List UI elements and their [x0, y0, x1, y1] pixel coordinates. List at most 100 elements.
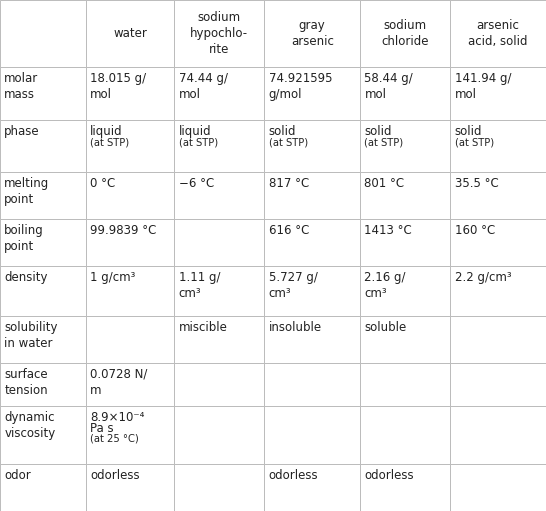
Text: boiling
point: boiling point: [4, 224, 44, 253]
Bar: [0, 464, 86, 511]
Bar: [450, 172, 546, 219]
Text: (at 25 °C): (at 25 °C): [90, 434, 139, 444]
Bar: [264, 120, 360, 172]
Text: 801 °C: 801 °C: [365, 177, 405, 190]
Bar: [360, 219, 450, 266]
Bar: [174, 464, 264, 511]
Bar: [450, 464, 546, 511]
Text: Pa s: Pa s: [90, 423, 114, 435]
Text: insoluble: insoluble: [269, 321, 322, 334]
Bar: [174, 406, 264, 464]
Bar: [86, 172, 174, 219]
Text: melting
point: melting point: [4, 177, 50, 206]
Text: solid: solid: [454, 125, 482, 138]
Text: water: water: [113, 27, 147, 40]
Bar: [264, 266, 360, 316]
Bar: [0, 266, 86, 316]
Bar: [86, 219, 174, 266]
Bar: [86, 406, 174, 464]
Bar: [264, 363, 360, 406]
Text: miscible: miscible: [179, 321, 228, 334]
Bar: [86, 363, 174, 406]
Text: 1 g/cm³: 1 g/cm³: [90, 271, 136, 284]
Bar: [86, 0, 174, 67]
Bar: [174, 67, 264, 120]
Bar: [450, 120, 546, 172]
Bar: [450, 316, 546, 363]
Text: sodium
chloride: sodium chloride: [382, 19, 429, 48]
Text: 0.0728 N/
m: 0.0728 N/ m: [90, 368, 148, 397]
Text: soluble: soluble: [365, 321, 407, 334]
Bar: [86, 316, 174, 363]
Text: (at STP): (at STP): [269, 137, 308, 148]
Bar: [174, 172, 264, 219]
Bar: [0, 219, 86, 266]
Bar: [360, 172, 450, 219]
Text: dynamic
viscosity: dynamic viscosity: [4, 411, 56, 440]
Text: 141.94 g/
mol: 141.94 g/ mol: [454, 73, 511, 101]
Text: odorless: odorless: [90, 469, 140, 482]
Bar: [174, 0, 264, 67]
Bar: [450, 406, 546, 464]
Bar: [264, 406, 360, 464]
Text: density: density: [4, 271, 48, 284]
Bar: [174, 316, 264, 363]
Bar: [0, 67, 86, 120]
Text: odorless: odorless: [365, 469, 414, 482]
Text: 2.2 g/cm³: 2.2 g/cm³: [454, 271, 511, 284]
Text: solid: solid: [365, 125, 392, 138]
Text: phase: phase: [4, 125, 40, 138]
Text: liquid: liquid: [90, 125, 123, 138]
Text: 2.16 g/
cm³: 2.16 g/ cm³: [365, 271, 406, 300]
Bar: [0, 172, 86, 219]
Text: liquid: liquid: [179, 125, 211, 138]
Text: odorless: odorless: [269, 469, 318, 482]
Bar: [264, 464, 360, 511]
Text: gray
arsenic: gray arsenic: [291, 19, 334, 48]
Text: 616 °C: 616 °C: [269, 224, 309, 237]
Bar: [450, 219, 546, 266]
Bar: [264, 316, 360, 363]
Bar: [360, 316, 450, 363]
Bar: [174, 266, 264, 316]
Text: 74.921595
g/mol: 74.921595 g/mol: [269, 73, 332, 101]
Bar: [174, 120, 264, 172]
Bar: [360, 406, 450, 464]
Text: 58.44 g/
mol: 58.44 g/ mol: [365, 73, 413, 101]
Text: 817 °C: 817 °C: [269, 177, 309, 190]
Bar: [360, 0, 450, 67]
Text: solid: solid: [269, 125, 296, 138]
Text: 18.015 g/
mol: 18.015 g/ mol: [90, 73, 146, 101]
Bar: [360, 67, 450, 120]
Text: −6 °C: −6 °C: [179, 177, 214, 190]
Bar: [264, 219, 360, 266]
Text: 5.727 g/
cm³: 5.727 g/ cm³: [269, 271, 318, 300]
Text: molar
mass: molar mass: [4, 73, 39, 101]
Bar: [450, 266, 546, 316]
Bar: [0, 363, 86, 406]
Text: (at STP): (at STP): [179, 137, 218, 148]
Text: (at STP): (at STP): [454, 137, 494, 148]
Bar: [0, 406, 86, 464]
Text: arsenic
acid, solid: arsenic acid, solid: [468, 19, 528, 48]
Text: 160 °C: 160 °C: [454, 224, 495, 237]
Bar: [86, 120, 174, 172]
Bar: [450, 67, 546, 120]
Bar: [360, 363, 450, 406]
Text: 1.11 g/
cm³: 1.11 g/ cm³: [179, 271, 220, 300]
Text: 35.5 °C: 35.5 °C: [454, 177, 498, 190]
Bar: [0, 120, 86, 172]
Bar: [264, 67, 360, 120]
Bar: [0, 0, 86, 67]
Text: 99.9839 °C: 99.9839 °C: [90, 224, 157, 237]
Text: odor: odor: [4, 469, 31, 482]
Text: 8.9×10⁻⁴: 8.9×10⁻⁴: [90, 411, 145, 424]
Text: solubility
in water: solubility in water: [4, 321, 58, 350]
Text: surface
tension: surface tension: [4, 368, 48, 397]
Bar: [0, 316, 86, 363]
Bar: [86, 266, 174, 316]
Bar: [264, 0, 360, 67]
Bar: [86, 464, 174, 511]
Bar: [360, 266, 450, 316]
Text: sodium
hypochlo-
rite: sodium hypochlo- rite: [190, 11, 248, 56]
